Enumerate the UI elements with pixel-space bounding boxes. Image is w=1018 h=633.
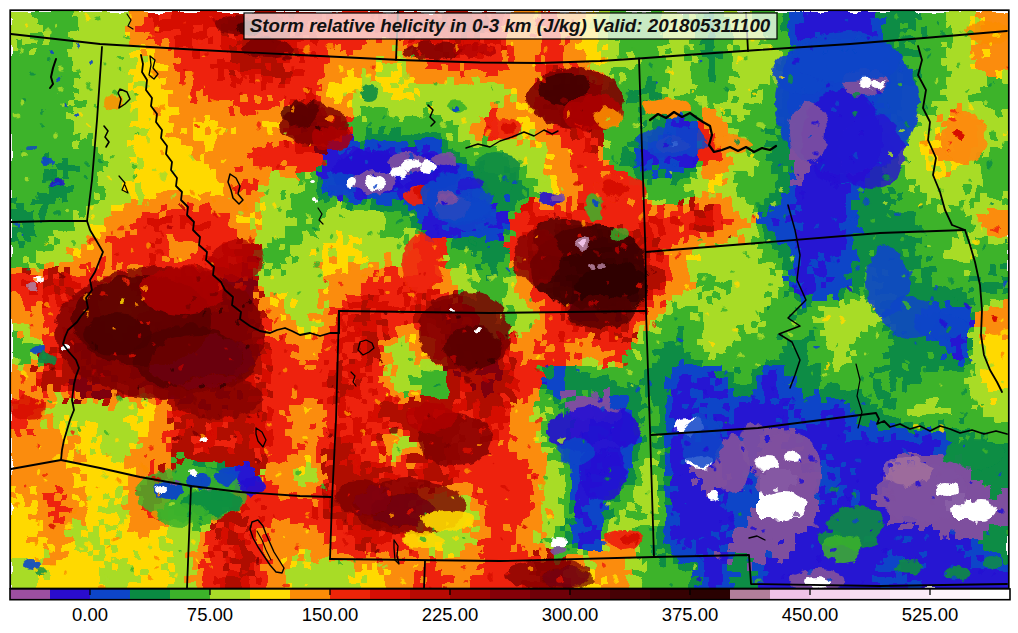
svg-text:75.00: 75.00: [187, 604, 233, 625]
svg-text:525.00: 525.00: [902, 604, 959, 625]
svg-text:Storm relative helicity in 0-3: Storm relative helicity in 0-3 km (J/kg)…: [250, 15, 771, 36]
svg-text:300.00: 300.00: [542, 604, 599, 625]
svg-text:450.00: 450.00: [782, 604, 839, 625]
svg-text:0.00: 0.00: [72, 604, 108, 625]
svg-text:225.00: 225.00: [422, 604, 479, 625]
svg-text:375.00: 375.00: [662, 604, 719, 625]
svg-text:150.00: 150.00: [302, 604, 359, 625]
